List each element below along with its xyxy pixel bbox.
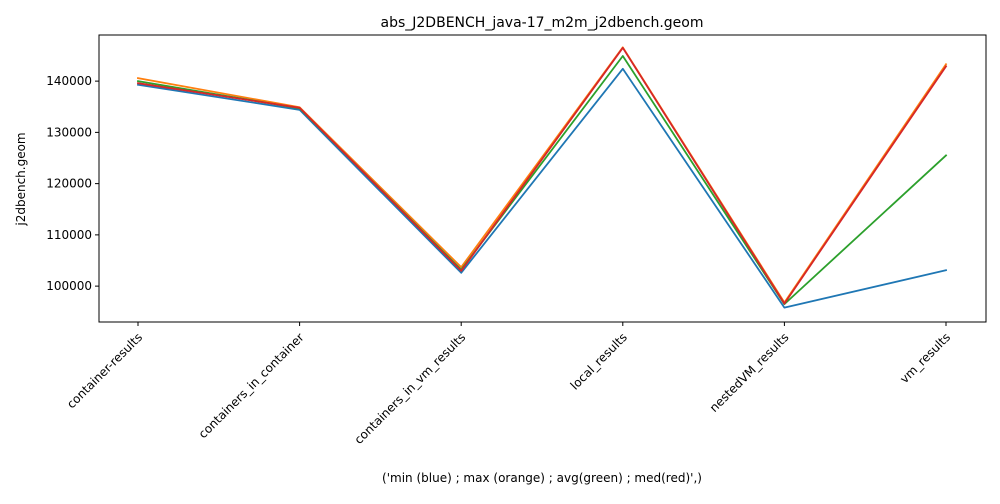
x-tick-label: container-results [64, 330, 145, 411]
x-tick-label: vm_results [897, 330, 953, 386]
series-line-1 [136, 46, 948, 304]
plot-frame [98, 34, 987, 323]
y-tick-label: 140000 [46, 74, 92, 88]
x-axis-label: ('min (blue) ; max (orange) ; avg(green)… [382, 471, 702, 485]
x-tick-label: local_results [568, 330, 630, 392]
series-layer [136, 46, 948, 309]
y-tick-label: 100000 [46, 279, 92, 293]
series-line-2 [136, 55, 948, 306]
chart-title: abs_J2DBENCH_java-17_m2m_j2dbench.geom [381, 15, 704, 31]
y-axis: 100000 110000 120000 130000 140000 [46, 74, 99, 293]
series-line-0 [136, 67, 948, 309]
y-axis-label: j2dbench.geom [14, 132, 28, 226]
x-tick-label: containers_in_vm_results [352, 330, 469, 447]
series-line-3 [136, 46, 948, 305]
y-tick-label: 110000 [46, 228, 92, 242]
x-axis: container-results containers_in_container… [64, 322, 953, 447]
y-tick-label: 130000 [46, 125, 92, 139]
x-tick-label: nestedVM_results [707, 330, 792, 415]
x-tick-label: containers_in_container [196, 330, 307, 441]
y-tick-label: 120000 [46, 177, 92, 191]
